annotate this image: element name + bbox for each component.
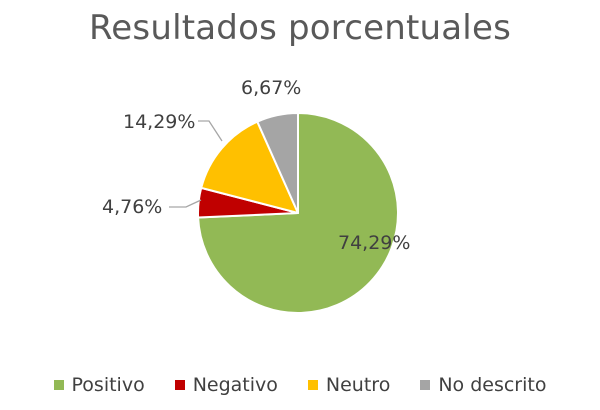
legend-item-no-descrito: No descrito xyxy=(420,374,546,396)
data-label-positivo: 74,29% xyxy=(338,232,410,254)
legend-swatch xyxy=(174,380,185,390)
legend-label: No descrito xyxy=(438,374,547,396)
data-labels: 74,29% 4,76% 14,29% 6,67% xyxy=(102,77,410,254)
legend-label: Neutro xyxy=(325,374,391,396)
data-label-neutro: 14,29% xyxy=(123,111,195,133)
pie-slices xyxy=(197,112,399,314)
leader-line-negativo xyxy=(169,199,202,208)
leader-line-neutro xyxy=(198,120,223,142)
legend-swatch xyxy=(307,380,318,390)
legend-swatch xyxy=(420,380,431,390)
legend-swatch xyxy=(53,380,64,390)
legend-label: Negativo xyxy=(192,374,278,396)
pie-slice-no-descrito xyxy=(256,112,299,214)
data-label-no-descrito: 6,67% xyxy=(241,77,301,99)
legend: Positivo Negativo Neutro No descrito xyxy=(0,370,600,400)
legend-item-negativo: Negativo xyxy=(174,374,278,396)
leader-lines xyxy=(169,120,223,208)
pie-slice-neutro xyxy=(200,120,299,214)
legend-label: Positivo xyxy=(71,374,145,396)
legend-item-neutro: Neutro xyxy=(307,374,391,396)
pie-chart: 74,29% 4,76% 14,29% 6,67% xyxy=(102,77,410,314)
legend-item-positivo: Positivo xyxy=(53,374,145,396)
chart-title: Resultados porcentuales xyxy=(89,8,511,48)
data-label-negativo: 4,76% xyxy=(102,196,162,218)
